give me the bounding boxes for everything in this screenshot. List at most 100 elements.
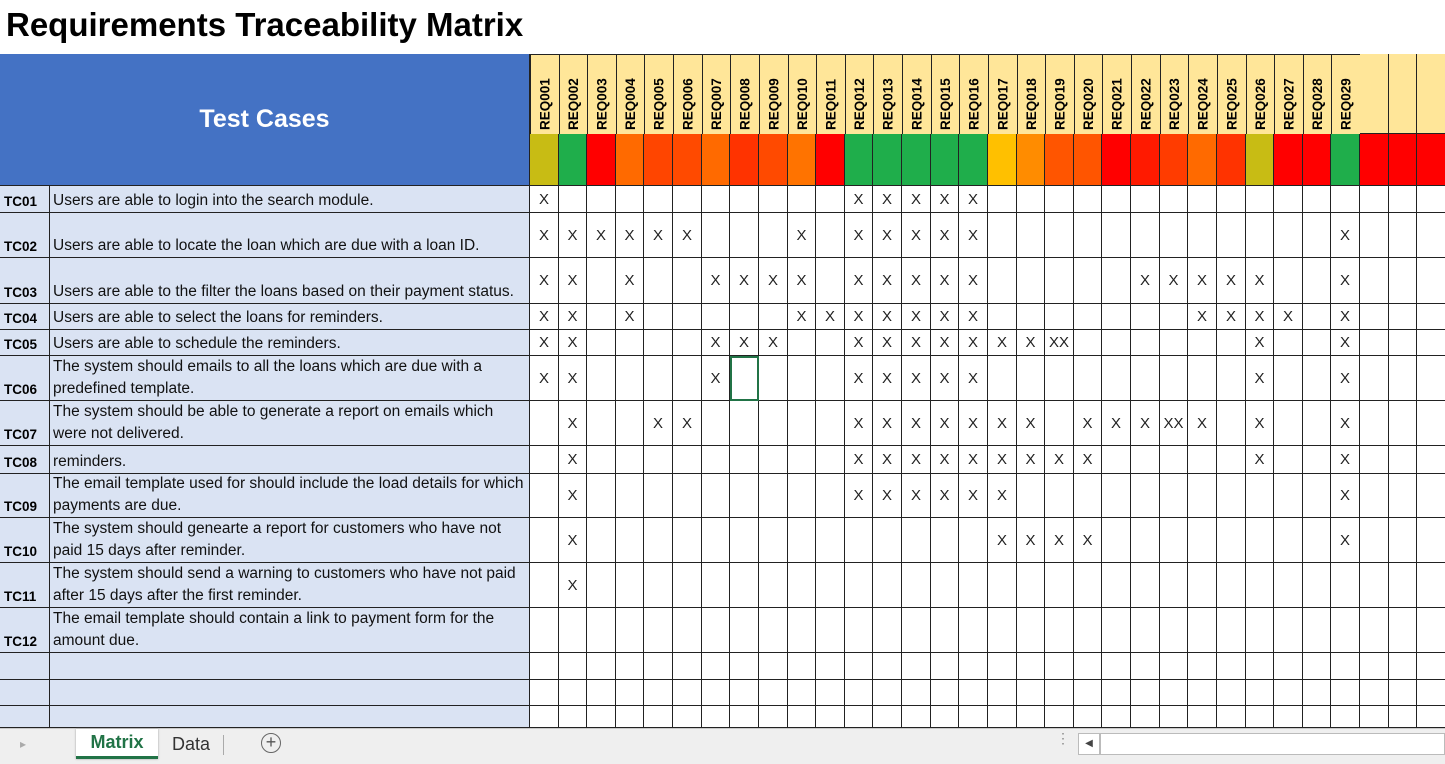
trace-cell[interactable] (1102, 186, 1131, 213)
trace-cell[interactable] (1217, 213, 1246, 258)
trace-mark[interactable]: X (1131, 258, 1160, 304)
trace-cell[interactable] (587, 706, 616, 728)
trace-cell[interactable] (1102, 304, 1131, 330)
trace-cell[interactable] (1303, 706, 1331, 728)
trace-cell[interactable] (1389, 608, 1417, 653)
trace-mark[interactable]: X (788, 258, 816, 304)
trace-cell[interactable] (988, 706, 1017, 728)
trace-cell[interactable] (616, 563, 644, 608)
trace-cell[interactable] (1360, 518, 1389, 563)
trace-cell[interactable] (1417, 258, 1445, 304)
trace-cell[interactable] (1102, 213, 1131, 258)
trace-cell[interactable] (1417, 186, 1445, 213)
trace-cell[interactable] (530, 401, 559, 446)
trace-cell[interactable] (1360, 258, 1389, 304)
trace-cell[interactable] (1303, 401, 1331, 446)
trace-cell[interactable] (759, 563, 788, 608)
trace-cell[interactable] (644, 446, 673, 474)
trace-cell[interactable] (788, 446, 816, 474)
trace-cell[interactable] (788, 653, 816, 680)
trace-cell[interactable] (1131, 563, 1160, 608)
trace-cell[interactable] (1389, 401, 1417, 446)
trace-cell[interactable] (1303, 446, 1331, 474)
trace-cell[interactable] (559, 653, 587, 680)
trace-cell[interactable] (730, 474, 759, 518)
trace-mark[interactable]: X (1045, 446, 1074, 474)
trace-mark[interactable]: X (530, 356, 559, 401)
trace-cell[interactable] (1074, 563, 1102, 608)
trace-cell[interactable] (702, 474, 730, 518)
trace-cell[interactable] (1360, 213, 1389, 258)
trace-cell[interactable] (644, 186, 673, 213)
trace-cell[interactable] (644, 680, 673, 706)
trace-cell[interactable] (1217, 356, 1246, 401)
trace-cell[interactable] (673, 186, 702, 213)
trace-cell[interactable] (902, 680, 931, 706)
trace-cell[interactable] (759, 356, 788, 401)
trace-mark[interactable]: X (759, 258, 788, 304)
trace-mark[interactable]: X (902, 330, 931, 356)
trace-cell[interactable] (988, 356, 1017, 401)
trace-mark[interactable]: X (959, 474, 988, 518)
trace-cell[interactable] (1045, 304, 1074, 330)
trace-cell[interactable] (1102, 356, 1131, 401)
trace-cell[interactable] (1389, 474, 1417, 518)
trace-cell[interactable] (788, 356, 816, 401)
trace-mark[interactable]: X (959, 446, 988, 474)
trace-cell[interactable] (759, 304, 788, 330)
trace-cell[interactable] (1246, 518, 1274, 563)
trace-cell[interactable] (816, 474, 845, 518)
trace-cell[interactable] (816, 186, 845, 213)
trace-cell[interactable] (759, 401, 788, 446)
trace-cell[interactable] (816, 608, 845, 653)
trace-cell[interactable] (702, 518, 730, 563)
trace-cell[interactable] (1074, 330, 1102, 356)
trace-cell[interactable] (1389, 186, 1417, 213)
trace-mark[interactable]: X (1331, 356, 1360, 401)
trace-mark[interactable]: X (788, 304, 816, 330)
trace-cell[interactable] (788, 518, 816, 563)
trace-cell[interactable] (759, 186, 788, 213)
trace-cell[interactable] (816, 258, 845, 304)
trace-cell[interactable] (1188, 474, 1217, 518)
trace-cell[interactable] (988, 653, 1017, 680)
trace-cell[interactable] (1246, 608, 1274, 653)
trace-cell[interactable] (902, 706, 931, 728)
trace-mark[interactable]: X (873, 474, 902, 518)
trace-cell[interactable] (1102, 258, 1131, 304)
trace-cell[interactable] (702, 304, 730, 330)
trace-cell[interactable] (587, 401, 616, 446)
trace-cell[interactable] (1074, 474, 1102, 518)
trace-cell[interactable] (1274, 258, 1303, 304)
trace-mark[interactable]: X (902, 186, 931, 213)
trace-cell[interactable] (1131, 608, 1160, 653)
trace-cell[interactable] (988, 213, 1017, 258)
trace-mark[interactable]: X (530, 186, 559, 213)
trace-cell[interactable] (1102, 680, 1131, 706)
trace-mark[interactable]: X (1331, 304, 1360, 330)
trace-cell[interactable] (673, 706, 702, 728)
trace-cell[interactable] (587, 608, 616, 653)
trace-cell[interactable] (959, 608, 988, 653)
trace-mark[interactable]: X (1246, 401, 1274, 446)
trace-mark[interactable]: X (1331, 474, 1360, 518)
trace-cell[interactable] (1274, 401, 1303, 446)
trace-cell[interactable] (1274, 706, 1303, 728)
trace-mark[interactable]: X (559, 518, 587, 563)
trace-cell[interactable] (673, 446, 702, 474)
trace-cell[interactable] (1274, 563, 1303, 608)
trace-cell[interactable] (587, 653, 616, 680)
trace-cell[interactable] (1074, 706, 1102, 728)
trace-mark[interactable]: X (644, 401, 673, 446)
trace-mark[interactable]: X (902, 304, 931, 330)
trace-cell[interactable] (616, 608, 644, 653)
trace-mark[interactable]: X (788, 213, 816, 258)
trace-cell[interactable] (1389, 330, 1417, 356)
trace-mark[interactable]: X (759, 330, 788, 356)
trace-mark[interactable]: X (988, 401, 1017, 446)
trace-cell[interactable] (845, 706, 873, 728)
trace-cell[interactable] (673, 304, 702, 330)
trace-cell[interactable] (1360, 304, 1389, 330)
trace-cell[interactable] (559, 706, 587, 728)
trace-cell[interactable] (1188, 330, 1217, 356)
